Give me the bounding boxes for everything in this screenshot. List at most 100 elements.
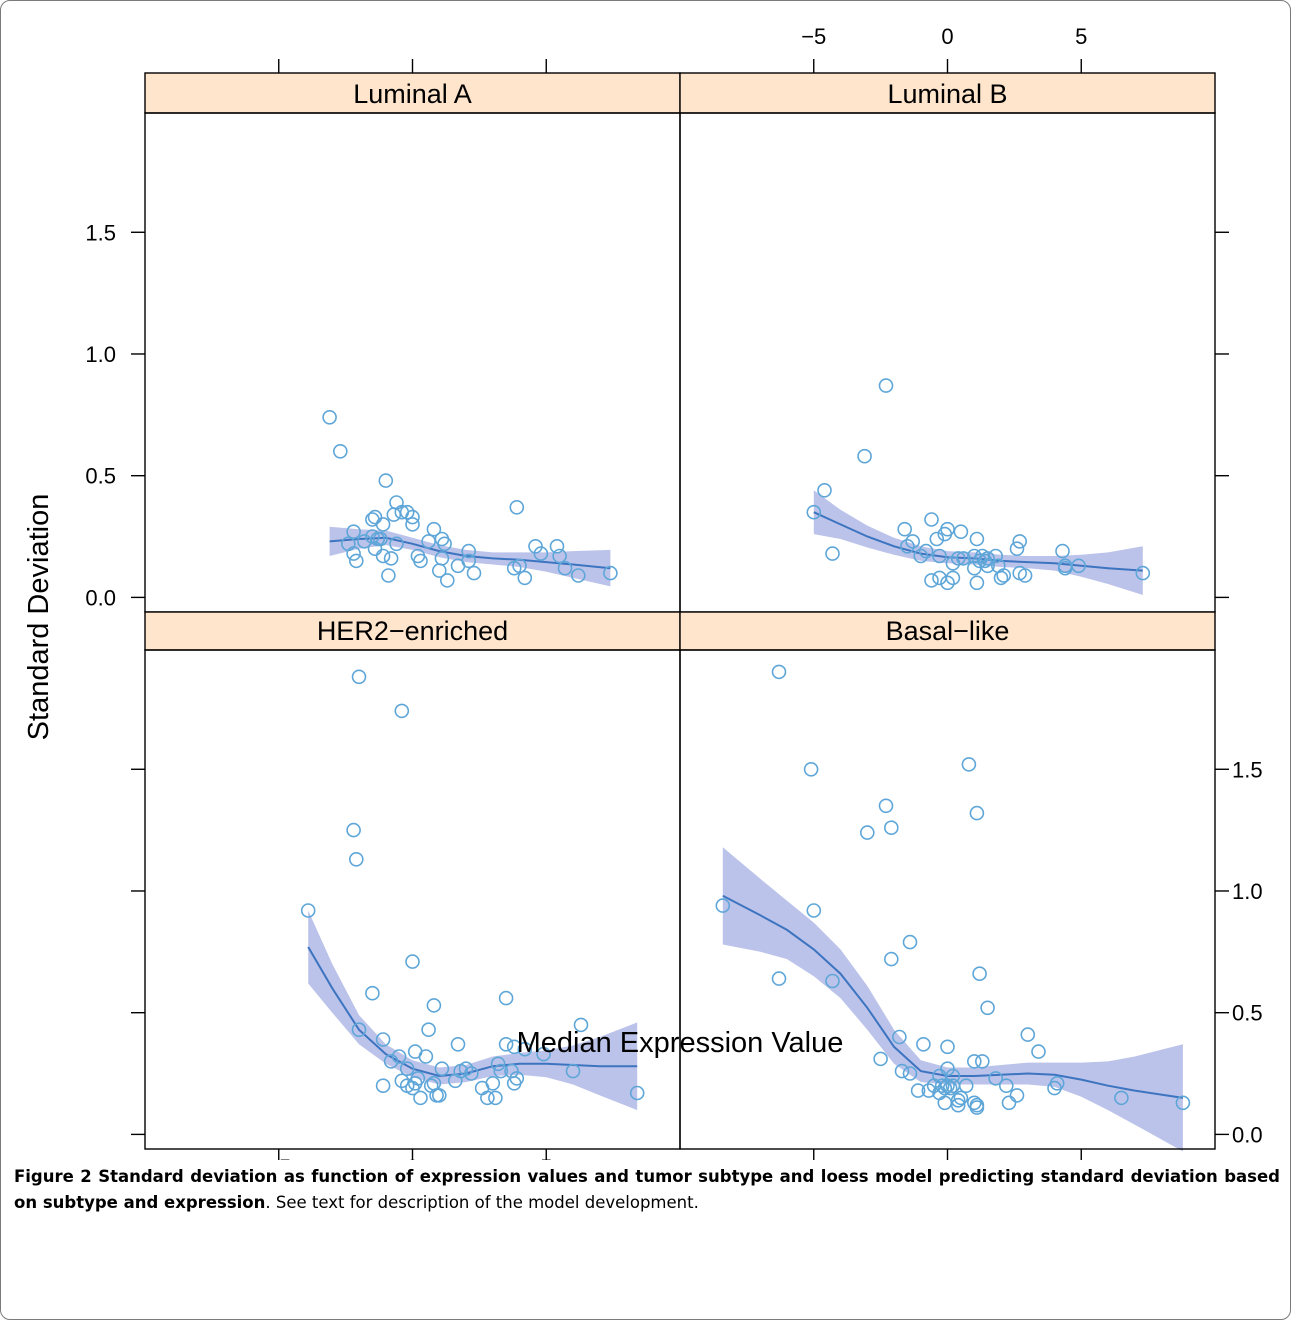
data-point <box>913 548 929 564</box>
data-point <box>509 1071 525 1086</box>
data-point <box>367 509 383 525</box>
data-point <box>629 1085 645 1101</box>
data-point <box>873 1051 888 1067</box>
data-point <box>322 409 337 425</box>
data-point <box>969 805 985 821</box>
data-point <box>771 971 787 986</box>
data-point <box>953 1090 969 1106</box>
data-point <box>894 1063 910 1079</box>
data-point <box>803 761 819 777</box>
data-point <box>1009 541 1025 557</box>
data-point <box>956 551 971 566</box>
data-point <box>945 1068 961 1084</box>
data-point <box>351 1022 367 1037</box>
x-axis-label: Median Expression Value <box>517 1027 844 1059</box>
data-point <box>603 565 618 581</box>
x-tick-label: −5 <box>266 1155 291 1160</box>
data-point <box>1012 534 1028 549</box>
data-point <box>924 512 939 527</box>
data-point <box>996 568 1012 583</box>
data-point <box>878 798 894 814</box>
x-tick-label: 0 <box>406 1155 418 1160</box>
data-point <box>426 998 442 1013</box>
data-point <box>383 1054 399 1069</box>
trellis-scatter-plot: Luminal A Luminal B HER2−enriched Basal−lik… <box>23 24 1263 1160</box>
data-point <box>509 499 525 515</box>
data-point <box>437 536 452 552</box>
loess-fit-line <box>722 894 1184 1099</box>
data-point <box>988 548 1004 564</box>
data-point <box>413 1090 428 1106</box>
data-point <box>892 1029 907 1045</box>
data-point <box>351 669 367 685</box>
panel-title: Luminal A <box>353 79 472 109</box>
y-tick-label-right: 1.5 <box>1232 757 1263 782</box>
data-point <box>1009 1088 1025 1103</box>
data-point <box>533 546 549 561</box>
data-point <box>1114 1090 1129 1106</box>
data-point <box>950 1093 966 1108</box>
data-point <box>918 543 934 559</box>
data-point <box>937 1095 953 1111</box>
data-point <box>439 573 455 588</box>
data-point <box>375 1078 391 1093</box>
data-point <box>1001 1095 1017 1111</box>
data-point <box>715 898 731 913</box>
confidence-band <box>813 490 1143 595</box>
data-point <box>378 473 394 488</box>
data-point <box>771 664 787 680</box>
data-point <box>980 558 995 574</box>
data-point <box>490 1056 506 1072</box>
data-point <box>434 1061 450 1076</box>
y-tick-label: 0.5 <box>85 464 116 489</box>
data-point <box>421 1022 436 1037</box>
data-point <box>883 951 899 967</box>
confidence-band <box>722 847 1183 1152</box>
data-point <box>966 1054 982 1069</box>
data-point <box>410 1071 426 1086</box>
data-point <box>924 573 939 588</box>
data-point <box>348 553 364 569</box>
data-point <box>953 524 969 540</box>
data-point <box>346 524 361 540</box>
data-point <box>332 443 348 459</box>
data-point <box>375 517 391 532</box>
data-point <box>391 1049 407 1064</box>
data-point <box>346 822 361 838</box>
y-tick-label: 1.5 <box>85 220 116 245</box>
data-point <box>945 570 961 586</box>
data-point <box>1017 568 1033 583</box>
data-point <box>900 538 915 554</box>
data-point <box>1055 543 1070 559</box>
data-point <box>458 1061 474 1076</box>
data-point <box>980 551 995 566</box>
data-point <box>431 1088 447 1103</box>
data-point <box>399 504 415 520</box>
data-point <box>485 1076 501 1091</box>
data-point <box>498 990 514 1006</box>
panel-box <box>144 112 681 613</box>
data-point <box>859 825 875 840</box>
data-point <box>450 1037 466 1052</box>
data-point <box>961 757 977 772</box>
confidence-band <box>308 910 638 1111</box>
data-point <box>921 1083 937 1098</box>
data-point <box>929 531 945 547</box>
data-point <box>972 966 987 982</box>
data-point <box>573 1017 589 1033</box>
panel-title: Basal−like <box>886 616 1010 646</box>
data-point <box>418 1049 434 1064</box>
data-point <box>346 546 361 561</box>
data-point <box>405 954 420 969</box>
data-point <box>857 448 872 464</box>
data-point <box>552 548 567 564</box>
data-point <box>825 973 840 989</box>
data-point <box>348 851 364 867</box>
data-point <box>386 507 402 522</box>
data-point <box>932 548 947 564</box>
data-point <box>969 531 985 547</box>
data-point <box>394 1073 410 1089</box>
data-point <box>897 521 913 537</box>
data-point <box>498 1037 514 1052</box>
